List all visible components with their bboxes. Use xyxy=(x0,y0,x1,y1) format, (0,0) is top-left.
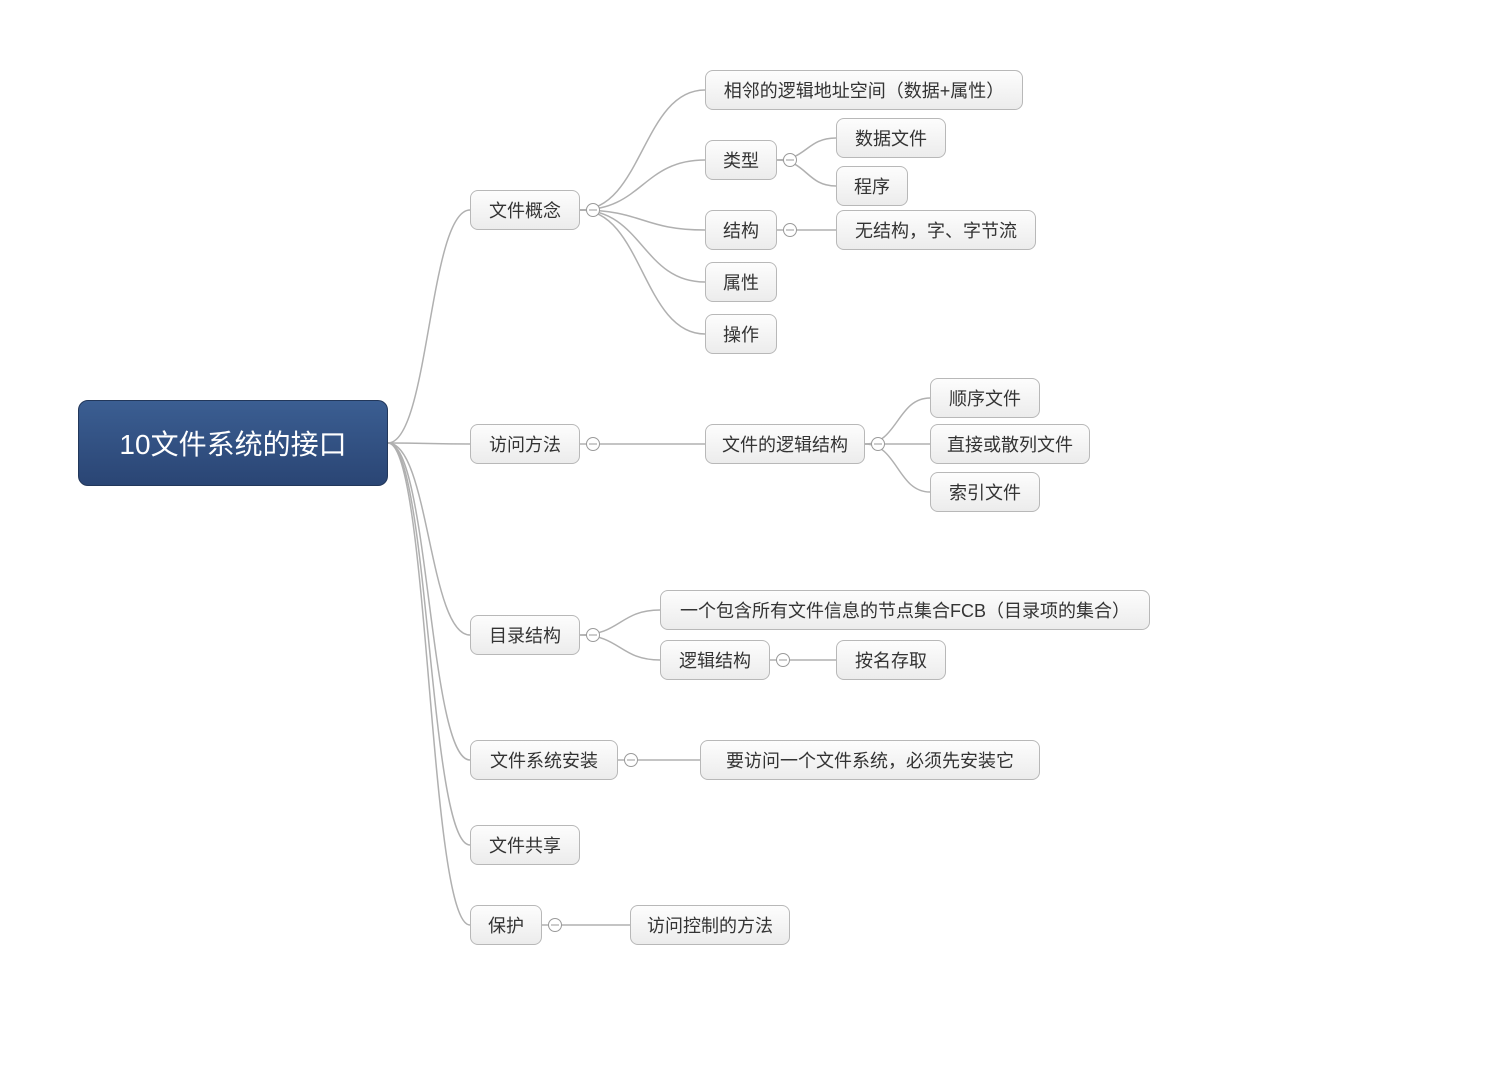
mindmap-node-n_c_addr[interactable]: 相邻的逻辑地址空间（数据+属性） xyxy=(705,70,1023,110)
mindmap-node-n_logic[interactable]: 文件的逻辑结构 xyxy=(705,424,865,464)
mindmap-node-n_prot_acc[interactable]: 访问控制的方法 xyxy=(630,905,790,945)
mindmap-node-n_share[interactable]: 文件共享 xyxy=(470,825,580,865)
mindmap-node-n_l_seq[interactable]: 顺序文件 xyxy=(930,378,1040,418)
collapse-toggle-n_dir_logic[interactable] xyxy=(776,653,790,667)
mindmap-node-n_l_index[interactable]: 索引文件 xyxy=(930,472,1040,512)
mindmap-node-n_mount_txt[interactable]: 要访问一个文件系统，必须先安装它 xyxy=(700,740,1040,780)
collapse-toggle-n_logic[interactable] xyxy=(871,437,885,451)
collapse-toggle-n_concept[interactable] xyxy=(586,203,600,217)
mindmap-node-n_type_data[interactable]: 数据文件 xyxy=(836,118,946,158)
mindmap-node-n_access[interactable]: 访问方法 xyxy=(470,424,580,464)
mindmap-canvas: { "type": "mindmap", "canvas": { "width"… xyxy=(0,0,1496,1068)
mindmap-node-n_c_attr[interactable]: 属性 xyxy=(705,262,777,302)
mindmap-node-n_concept[interactable]: 文件概念 xyxy=(470,190,580,230)
mindmap-node-n_c_op[interactable]: 操作 xyxy=(705,314,777,354)
mindmap-node-n_c_struct[interactable]: 结构 xyxy=(705,210,777,250)
collapse-toggle-n_mount[interactable] xyxy=(624,753,638,767)
mindmap-node-n_dir_logic[interactable]: 逻辑结构 xyxy=(660,640,770,680)
mindmap-node-n_struct_no[interactable]: 无结构，字、字节流 xyxy=(836,210,1036,250)
collapse-toggle-n_c_struct[interactable] xyxy=(783,223,797,237)
collapse-toggle-n_c_type[interactable] xyxy=(783,153,797,167)
collapse-toggle-n_dir[interactable] xyxy=(586,628,600,642)
collapse-toggle-n_access[interactable] xyxy=(586,437,600,451)
mindmap-node-n_dir[interactable]: 目录结构 xyxy=(470,615,580,655)
mindmap-node-n_dir_fcb[interactable]: 一个包含所有文件信息的节点集合FCB（目录项的集合） xyxy=(660,590,1150,630)
mindmap-node-n_mount[interactable]: 文件系统安装 xyxy=(470,740,618,780)
mindmap-node-n_type_prog[interactable]: 程序 xyxy=(836,166,908,206)
mindmap-node-n_l_direct[interactable]: 直接或散列文件 xyxy=(930,424,1090,464)
mindmap-node-n_dir_byname[interactable]: 按名存取 xyxy=(836,640,946,680)
mindmap-node-n_protect[interactable]: 保护 xyxy=(470,905,542,945)
collapse-toggle-n_protect[interactable] xyxy=(548,918,562,932)
mindmap-node-n_c_type[interactable]: 类型 xyxy=(705,140,777,180)
mindmap-node-root[interactable]: 10文件系统的接口 xyxy=(78,400,388,486)
